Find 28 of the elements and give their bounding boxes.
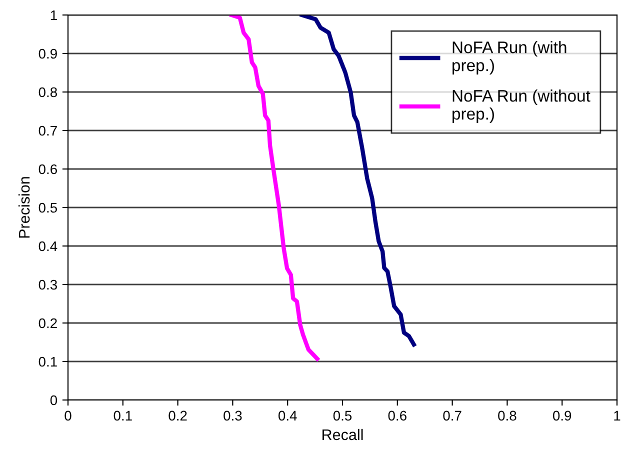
y-tick-label: 0 — [50, 395, 58, 406]
legend-label: NoFA Run (without prep.) — [452, 90, 590, 124]
legend-label: NoFA Run (with prep.) — [452, 41, 566, 75]
y-tick-label: 1 — [50, 10, 57, 20]
line-series — [230, 15, 320, 361]
y-axis-title: Precision — [18, 177, 30, 238]
x-tick-label: 0.1 — [114, 410, 132, 421]
y-tick-label: 0.4 — [38, 241, 58, 252]
x-tick-label: 0.5 — [333, 410, 352, 421]
y-tick-label: 0.2 — [38, 318, 57, 328]
x-tick-label: 0.7 — [443, 410, 462, 421]
x-axis-title: Recall — [322, 428, 363, 440]
y-tick-label: 0.7 — [38, 126, 57, 136]
y-tick-label: 0.5 — [38, 202, 58, 213]
y-tick-label: 0.3 — [38, 280, 57, 290]
x-tick-label: 0.8 — [498, 410, 516, 421]
x-tick-label: 0 — [64, 410, 72, 421]
y-tick-label: 0.1 — [38, 356, 57, 367]
x-tick-label: 1 — [614, 410, 620, 420]
y-tick-label: 0.6 — [38, 164, 57, 174]
x-tick-label: 0.3 — [224, 410, 242, 421]
line-series — [300, 15, 416, 347]
x-tick-label: 0.4 — [278, 410, 297, 421]
x-tick-label: 0.9 — [552, 410, 572, 421]
y-tick-label: 0.8 — [38, 87, 57, 98]
x-tick-label: 0.6 — [388, 410, 406, 421]
x-tick-label: 0.2 — [168, 410, 187, 421]
y-tick-label: 0.9 — [38, 48, 57, 59]
